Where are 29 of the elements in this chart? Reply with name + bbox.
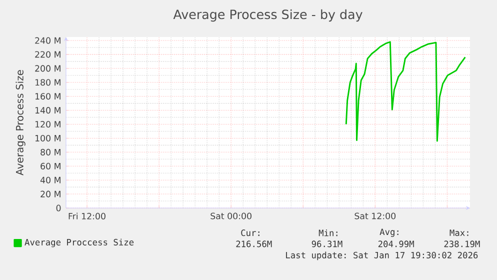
text: Cur: <box>241 230 260 236</box>
y-tick-label: 200 M <box>35 65 60 72</box>
text: 204.99M <box>378 240 414 248</box>
y-tick-label: 80 M <box>40 148 60 156</box>
x-tick-label: Sat 00:00 <box>210 212 252 220</box>
chart-title: Average Process Size - by day <box>173 9 362 22</box>
y-axis-title: Average Process Size <box>16 70 26 176</box>
y-tick-label: 220 M <box>35 51 60 58</box>
text: 238.19M <box>444 240 480 248</box>
text: 96.31M <box>312 240 342 248</box>
text: Max: <box>450 230 468 236</box>
y-tick-label: 20 M <box>40 190 60 198</box>
legend-label: Average Proccess Size <box>24 238 134 248</box>
y-tick-label: 0 <box>56 204 61 212</box>
y-tick-label: 140 M <box>35 107 60 114</box>
line-series <box>345 41 466 142</box>
y-tick-label: 100 M <box>35 134 60 142</box>
y-tick-label: 160 M <box>35 93 60 100</box>
y-tick-label: 180 M <box>35 79 60 86</box>
y-tick-label: 240 M <box>35 37 60 44</box>
x-tick-label: Sat 12:00 <box>354 212 396 220</box>
y-tick-label: 120 M <box>35 120 60 128</box>
x-tick-label: Fri 12:00 <box>68 212 106 220</box>
text: 216.56M <box>236 240 272 248</box>
y-tick-label: 40 M <box>40 176 60 184</box>
text: Min: <box>318 230 338 236</box>
text: Last update: Sat Jan 17 19:30:02 2026 <box>286 252 478 260</box>
y-tick-label: 60 M <box>40 162 60 170</box>
text: Avg: <box>380 228 398 237</box>
